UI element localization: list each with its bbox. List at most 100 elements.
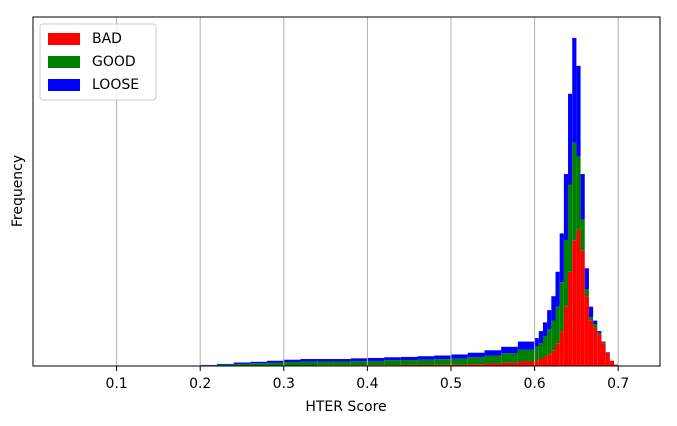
bar — [559, 233, 564, 283]
bar — [568, 271, 573, 366]
bar — [538, 331, 543, 344]
bar — [593, 327, 598, 366]
bar — [584, 296, 589, 366]
bar — [233, 362, 251, 364]
bar — [300, 361, 318, 366]
bar — [563, 306, 569, 366]
bar — [434, 359, 451, 365]
bar — [484, 363, 502, 366]
bar — [601, 342, 606, 344]
bar — [417, 364, 435, 366]
bar — [501, 346, 518, 354]
bar — [317, 359, 334, 362]
bar — [551, 296, 556, 321]
bar — [593, 320, 598, 325]
bar — [555, 271, 560, 307]
bar — [467, 357, 485, 365]
legend-swatch — [48, 79, 80, 91]
bar — [568, 184, 573, 272]
bar — [580, 250, 585, 366]
bar — [588, 320, 594, 366]
bar — [584, 289, 589, 297]
bar — [572, 37, 577, 143]
bar — [547, 329, 552, 355]
x-tick-label: 0.3 — [273, 376, 295, 392]
bar — [333, 359, 351, 362]
bar — [250, 363, 268, 366]
bar — [563, 174, 569, 241]
bar — [233, 363, 251, 366]
bar — [576, 156, 581, 230]
bar — [597, 331, 602, 333]
bar — [434, 355, 451, 360]
bar — [580, 219, 585, 251]
bar — [451, 358, 468, 365]
bar — [614, 364, 619, 366]
bar — [517, 341, 535, 350]
bar — [572, 240, 577, 366]
x-tick-label: 0.6 — [523, 376, 545, 392]
bar — [467, 352, 485, 358]
bar — [216, 364, 234, 366]
legend-swatch — [48, 56, 80, 68]
bar — [555, 343, 560, 366]
bar — [283, 359, 301, 362]
bar — [547, 354, 552, 366]
bar — [609, 360, 615, 366]
bar — [538, 359, 543, 366]
legend-label: BAD — [92, 31, 122, 47]
bar — [434, 364, 451, 366]
bar — [517, 349, 535, 362]
bar — [551, 350, 556, 366]
bar — [501, 362, 518, 366]
bar — [267, 362, 284, 366]
bar — [551, 320, 556, 351]
bar — [584, 268, 589, 290]
x-tick-label: 0.4 — [356, 376, 378, 392]
bar — [451, 364, 468, 366]
bar — [580, 174, 585, 220]
bar — [534, 346, 539, 361]
bar — [400, 364, 418, 366]
bar — [350, 358, 368, 362]
x-tick-label: 0.1 — [105, 376, 127, 392]
bar — [534, 360, 539, 366]
bar — [538, 343, 543, 360]
bar — [534, 338, 539, 347]
bar — [417, 356, 435, 360]
bar — [317, 361, 334, 366]
bar — [559, 282, 564, 332]
x-tick-label: 0.5 — [440, 376, 462, 392]
bar — [417, 359, 435, 365]
bar — [568, 93, 573, 185]
bar — [467, 364, 485, 366]
y-axis-label: Frequency — [10, 155, 26, 227]
bar — [267, 360, 284, 363]
bar — [547, 310, 552, 330]
bar — [559, 331, 564, 366]
bar — [501, 353, 518, 363]
bar — [601, 343, 606, 366]
bar — [283, 361, 301, 366]
bar — [542, 322, 548, 337]
bar — [576, 229, 581, 366]
bar — [400, 356, 418, 361]
bar — [384, 357, 401, 361]
bar — [563, 240, 569, 307]
legend-swatch — [48, 33, 80, 45]
bar — [593, 324, 598, 328]
x-tick-label: 0.2 — [189, 376, 211, 392]
bar — [555, 306, 560, 344]
bar — [588, 317, 594, 321]
bar — [597, 332, 602, 335]
bar — [484, 350, 502, 356]
bar — [601, 341, 606, 343]
legend-label: LOOSE — [92, 77, 139, 93]
bar — [605, 352, 610, 366]
plot-frame — [32, 16, 661, 367]
bar — [350, 361, 368, 366]
x-tick-label: 0.7 — [607, 376, 629, 392]
bar — [576, 65, 581, 157]
bar — [300, 359, 318, 362]
